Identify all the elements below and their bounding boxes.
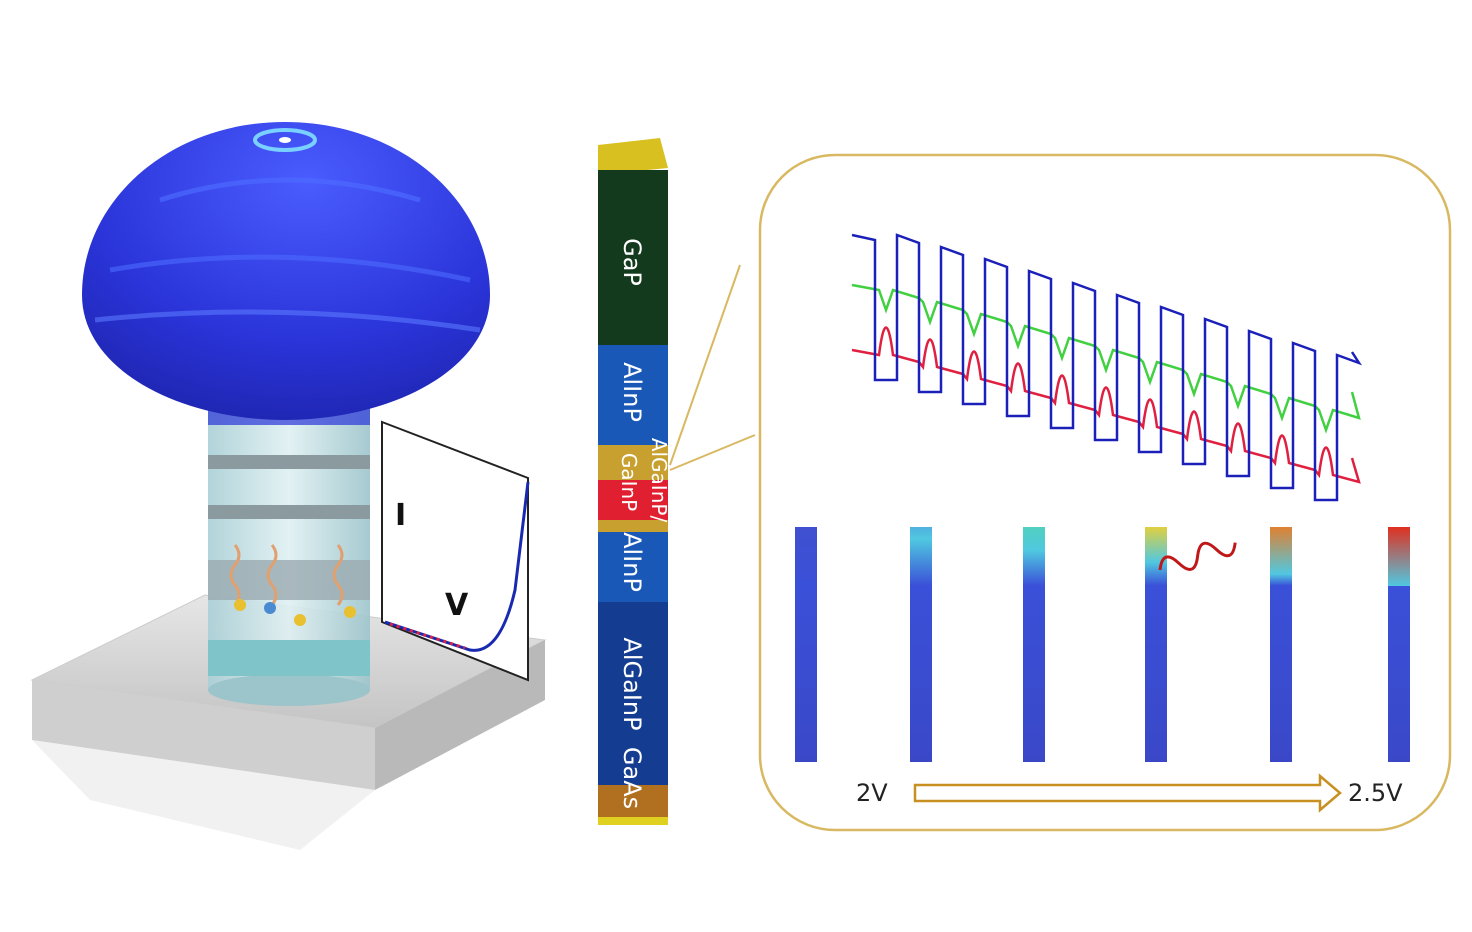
band-diagram bbox=[851, 233, 1363, 502]
nanowire-map bbox=[1270, 527, 1292, 762]
layer-label: AlGaInP/ bbox=[647, 438, 671, 523]
start-voltage: 2V bbox=[856, 779, 888, 807]
nanowire-map bbox=[1145, 527, 1167, 762]
end-voltage: 2.5V bbox=[1348, 779, 1403, 807]
layer-label: GaAs bbox=[618, 747, 646, 809]
layer-label: GaInP bbox=[617, 453, 641, 511]
layer-label: AlGaInP bbox=[618, 637, 646, 730]
nanowire-map bbox=[795, 527, 817, 762]
conduction-band bbox=[851, 283, 1361, 434]
iv-x-label: V bbox=[445, 588, 469, 623]
nanowire-map bbox=[1388, 527, 1410, 762]
emission-dome bbox=[82, 122, 490, 420]
nanowire-maps bbox=[795, 527, 1410, 762]
valence-band bbox=[851, 326, 1361, 484]
zoom-panel: 2V 2.5V bbox=[669, 153, 1452, 832]
layer-label: AlInP bbox=[618, 362, 646, 422]
layer-label: AlInP bbox=[618, 532, 646, 592]
nanowire-map bbox=[1023, 527, 1045, 762]
layer-label: GaP bbox=[618, 238, 646, 286]
nanowire-map bbox=[910, 527, 932, 762]
iv-y-label: I bbox=[395, 498, 406, 533]
iv-plot: I V bbox=[381, 420, 530, 682]
nanopillar bbox=[208, 385, 370, 706]
band-edge bbox=[851, 233, 1363, 502]
layer-stack: GaP AlInP AlGaInP/ GaInP AlInP AlGaInP G… bbox=[598, 138, 671, 825]
